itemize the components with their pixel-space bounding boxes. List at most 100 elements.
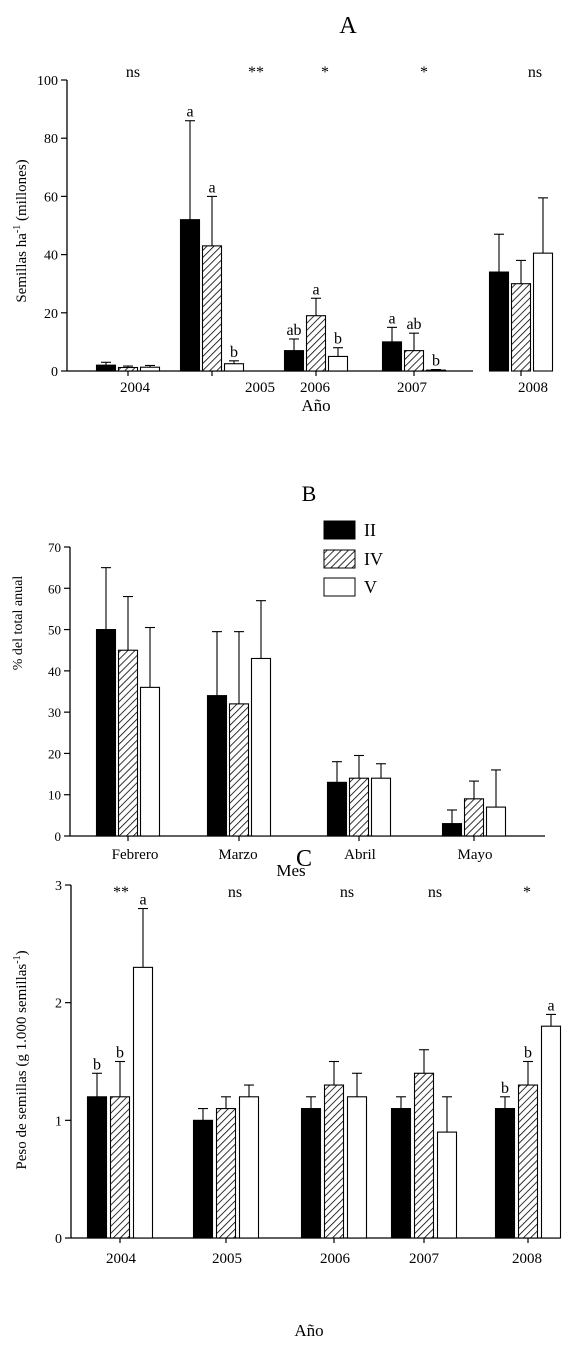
panel-c-significance-letter: b <box>501 1080 509 1097</box>
panel-a-bar-iv <box>117 366 139 372</box>
panel-b-y-tick-label: 10 <box>48 788 61 803</box>
panel-c-significance-letter: b <box>116 1045 124 1062</box>
panel-b-ylabel: % del total anual <box>11 576 26 671</box>
panel-c-y-tick-label: 1 <box>55 1114 62 1129</box>
panel-c-y-tick-label: 2 <box>55 997 62 1012</box>
panel-a-bar-v <box>327 355 349 372</box>
panel-c-x-tick-label: 2004 <box>106 1251 137 1267</box>
panel-a-group-significance: ns <box>528 64 542 81</box>
panel-c-bar-ii <box>494 1108 516 1239</box>
legend-label-v: V <box>364 577 377 597</box>
panel-c-bar-iv <box>109 1096 131 1239</box>
panel-c-bar-ii <box>192 1119 214 1239</box>
panel-a-group-significance: ** <box>248 64 264 81</box>
panel-a-bar-v <box>223 363 245 372</box>
panel-a-group-significance: ns <box>126 64 140 81</box>
panel-c-bar-ii <box>300 1108 322 1239</box>
panel-a-significance-letter: a <box>208 179 215 196</box>
panel-c-x-tick-label: 2007 <box>409 1251 440 1267</box>
panel-b-bar-v <box>485 806 507 837</box>
panel-a-bar-iv <box>305 315 327 372</box>
panel-a-x-tick-label: 2004 <box>120 380 151 396</box>
panel-a-significance-letter: b <box>432 353 440 370</box>
panel-b-bar-ii <box>326 781 348 837</box>
panel-c-x-tick-label: 2005 <box>212 1251 242 1267</box>
panel-c-group-significance: ns <box>228 884 242 901</box>
panel-b-y-tick-label: 30 <box>48 705 61 720</box>
panel-b-bar-iv <box>228 703 250 837</box>
panel-a-group-significance: * <box>420 64 428 81</box>
panel-a-significance-letter: a <box>186 104 193 121</box>
panel-c-x-tick-label: 2006 <box>320 1251 351 1267</box>
panel-a-significance-letter: a <box>312 281 319 298</box>
panel-b-bar-v <box>139 686 161 837</box>
panel-a-ylabel: Semillas ha-1 (millones) <box>12 159 30 302</box>
panel-c-y-tick-label: 3 <box>55 879 62 894</box>
panel-b-plot: 0 10 20 30 40 50 60 70 Febrero Marzo Abril Mayo <box>48 540 545 863</box>
panel-c-bar-iv <box>413 1072 435 1239</box>
panel-c-significance-letter: b <box>93 1056 101 1073</box>
panel-c-bar-v <box>132 966 154 1239</box>
panel-a-bar-v <box>139 366 161 372</box>
panel-a-y-tick-label: 60 <box>44 190 58 205</box>
panel-b-y-tick-label: 70 <box>48 540 61 555</box>
legend-swatch-iv <box>323 549 356 569</box>
panel-a-y-tick-label: 0 <box>51 365 58 380</box>
panel-a-significance-letter: b <box>334 331 342 348</box>
panel-a-y-tick-label: 100 <box>37 74 58 89</box>
panel-c-xlabel: Año <box>294 1321 323 1340</box>
panel-a-xlabel: Año <box>301 396 330 415</box>
panel-c-significance-letter: a <box>139 892 146 909</box>
legend-swatch-ii <box>323 520 356 540</box>
panel-a-bar-ii <box>95 364 117 372</box>
panel-a-y-tick-label: 20 <box>44 307 58 322</box>
panel-a-x-tick-label: 2008 <box>518 380 548 396</box>
panel-a-significance-letter: ab <box>406 316 421 333</box>
panel-c-bar-iv <box>323 1084 345 1239</box>
panel-c-bar-v <box>346 1096 368 1239</box>
panel-b-bar-iv <box>463 798 485 837</box>
panel-b-bar-ii <box>441 823 463 837</box>
panel-c-group-significance: ns <box>340 884 354 901</box>
panel-a-y-tick-label: 80 <box>44 132 58 147</box>
panel-b-bar-v <box>250 657 272 837</box>
panel-c-ylabel: Peso de semillas (g 1.000 semillas-1) <box>12 950 30 1169</box>
panel-b-x-tick-label: Febrero <box>112 847 159 863</box>
panel-c-group-significance: * <box>523 884 531 901</box>
legend-label-iv: IV <box>364 549 383 569</box>
panel-a-bar-ii <box>381 341 403 372</box>
panel-b-xlabel: Mes <box>276 861 305 880</box>
panel-b-bar-ii <box>206 695 228 837</box>
panel-a-bar-v <box>425 369 447 372</box>
panel-c-x-tick-label: 2008 <box>512 1251 542 1267</box>
panel-a-bar-iv <box>510 283 532 372</box>
panel-a-group-significance: * <box>321 64 329 81</box>
panel-c-title: C <box>296 846 312 872</box>
panel-a-bar-iv <box>403 350 425 372</box>
panel-b-y-tick-label: 40 <box>48 664 61 679</box>
panel-a-bar-v <box>532 252 554 372</box>
panel-c-y-tick-label: 0 <box>55 1232 62 1247</box>
panel-a-bar-ii <box>488 271 510 372</box>
legend-swatch-v <box>323 577 356 597</box>
panel-c-bar-v <box>436 1131 458 1239</box>
panel-c-group-significance: ns <box>428 884 442 901</box>
panel-b-title: B <box>302 481 317 506</box>
panel-a-bar-iv <box>201 245 223 372</box>
panel-b-x-tick-label: Marzo <box>218 847 257 863</box>
panel-c-bar-v <box>540 1025 562 1239</box>
legend-label-ii: II <box>364 520 376 540</box>
panel-b-y-tick-label: 60 <box>48 581 61 596</box>
panel-c-significance-letter: b <box>524 1045 532 1062</box>
panel-b-bar-ii <box>95 629 117 837</box>
panel-a-x-tick-label: 2006 <box>300 380 331 396</box>
panel-a-y-tick-label: 40 <box>44 249 58 264</box>
panel-b-x-tick-label: Mayo <box>458 847 493 863</box>
panel-b-y-tick-label: 0 <box>55 829 62 844</box>
panel-a-significance-letter: a <box>388 310 395 327</box>
panel-b-bar-iv <box>117 649 139 837</box>
panel-b-y-tick-label: 50 <box>48 623 61 638</box>
panel-b-bar-iv <box>348 777 370 837</box>
